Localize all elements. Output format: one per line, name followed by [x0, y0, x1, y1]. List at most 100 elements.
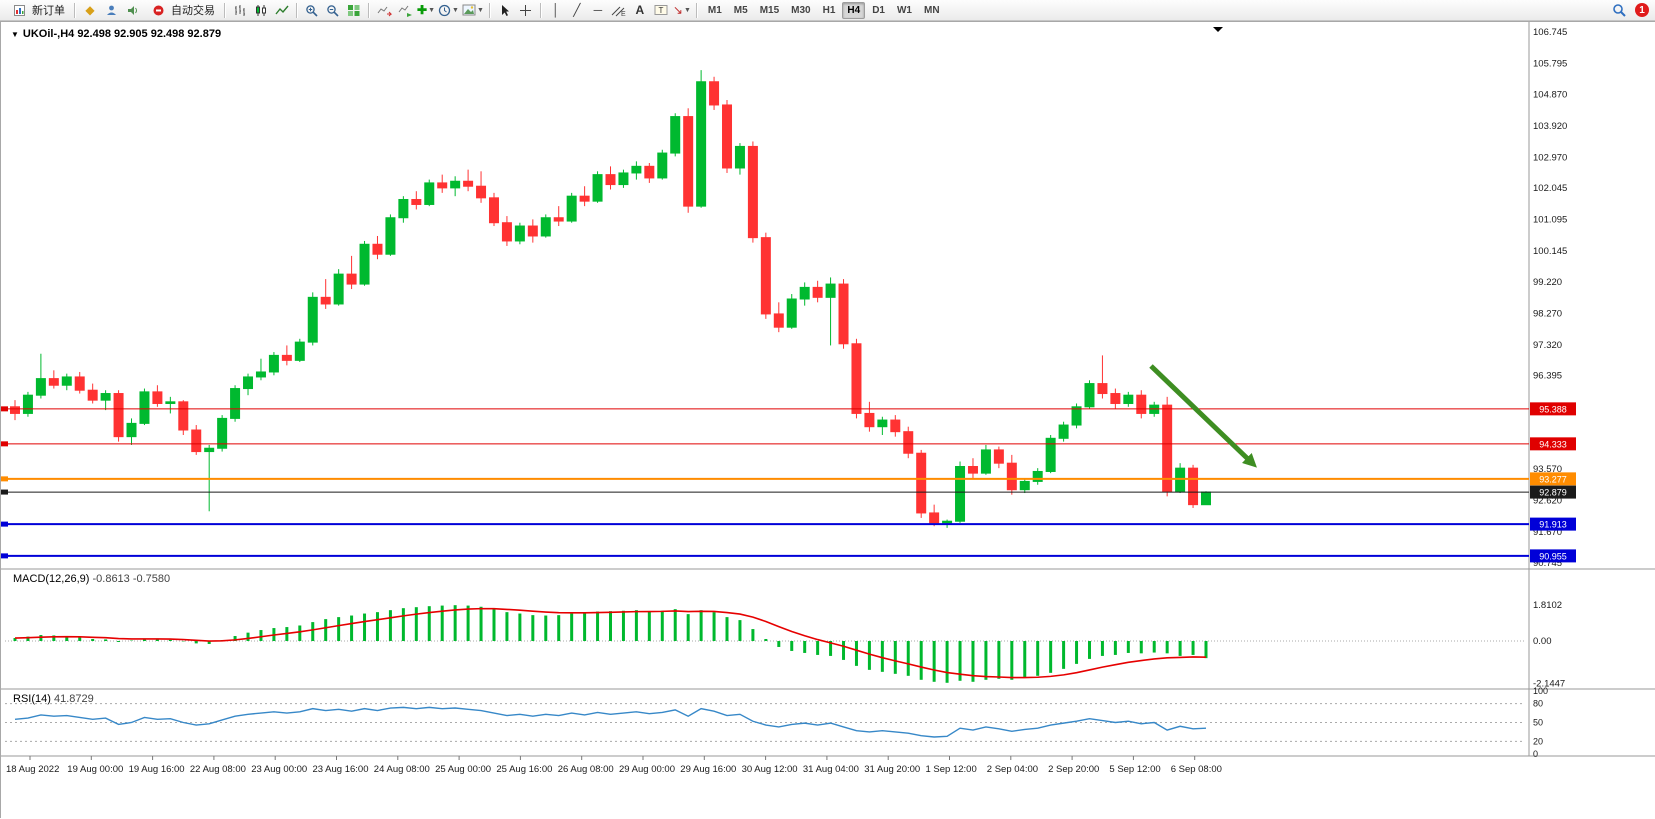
candle: [1084, 383, 1095, 408]
candle: [980, 449, 991, 474]
auto-scroll-icon[interactable]: [395, 0, 415, 20]
timeframe-button-M1[interactable]: M1: [707, 4, 722, 16]
timeframe-button-M30[interactable]: M30: [791, 4, 811, 16]
candle: [191, 429, 202, 453]
candle: [773, 313, 784, 328]
rsi-panel-separator[interactable]: [1, 687, 1655, 692]
favorites-icon[interactable]: ◆: [85, 3, 95, 17]
indicators-icon[interactable]: ✚ ▼: [417, 3, 435, 17]
macd-signal-line: [14, 607, 1207, 679]
chart-shift-icon[interactable]: [374, 0, 394, 20]
search-icon[interactable]: [1609, 0, 1629, 20]
macd-label-row: MACD(12,26,9) -0.8613 -0.7580: [13, 573, 170, 585]
candle: [307, 296, 318, 343]
auto-trading-button[interactable]: 自动交易: [143, 0, 220, 20]
tile-windows-icon[interactable]: [344, 0, 364, 20]
notification-badge[interactable]: 1: [1635, 3, 1649, 17]
periods-caret-icon: ▼: [452, 6, 459, 14]
svg-text:1.8102: 1.8102: [1533, 600, 1562, 611]
timeframe-button-D1[interactable]: D1: [872, 4, 885, 16]
candle: [398, 198, 409, 219]
bar-chart-type-icon[interactable]: [230, 0, 250, 20]
main-toolbar: 新订单 ◆ 自动交易 ✚ ▼ ▼ ▼: [0, 0, 1655, 21]
arrows-tool-icon[interactable]: ↘ ▼: [672, 3, 691, 17]
price-tag-90.955: [1530, 549, 1576, 563]
objects-icon[interactable]: ▼: [461, 0, 485, 20]
candle: [346, 273, 357, 285]
svg-text:24 Aug 08:00: 24 Aug 08:00: [374, 764, 430, 775]
svg-text:E: E: [621, 11, 626, 17]
candle: [230, 388, 241, 419]
candle: [333, 273, 344, 305]
svg-text:25 Aug 16:00: 25 Aug 16:00: [496, 764, 552, 775]
hline-left-marker: [1, 521, 8, 527]
timeframe-button-H1[interactable]: H1: [822, 4, 836, 16]
chart-title-row: ▼ UKOil-,H4 92.498 92.905 92.498 92.879: [11, 28, 221, 40]
candle: [152, 391, 163, 404]
time-scale[interactable]: [1, 756, 1529, 782]
time-axis-labels: 18 Aug 2022 19 Aug 00:00 19 Aug 16:00 22 Au…: [6, 756, 1222, 775]
vertical-line-tool-icon[interactable]: │: [552, 3, 560, 17]
text-tool-icon[interactable]: A: [635, 3, 645, 17]
svg-text:95.388: 95.388: [1539, 404, 1567, 414]
svg-text:30 Aug 12:00: 30 Aug 12:00: [742, 764, 798, 775]
toolbar-separator: [539, 2, 542, 18]
svg-text:5 Sep 12:00: 5 Sep 12:00: [1109, 764, 1160, 775]
periods-clock-icon[interactable]: ▼: [437, 0, 460, 20]
candle: [385, 217, 396, 255]
candle: [734, 145, 745, 169]
candle: [657, 152, 668, 179]
line-chart-type-icon[interactable]: [272, 0, 292, 20]
candle: [942, 520, 953, 524]
hline-left-marker: [1, 489, 8, 495]
candle: [618, 172, 629, 186]
horizontal-line-tool-icon[interactable]: ─: [593, 3, 603, 17]
hline-left-marker: [1, 441, 8, 447]
candle: [916, 452, 927, 514]
svg-text:29 Aug 16:00: 29 Aug 16:00: [680, 764, 736, 775]
candlestick-chart-type-icon[interactable]: [251, 0, 271, 20]
chart-collapse-icon[interactable]: ▼: [11, 30, 19, 39]
trend-arrow[interactable]: [1149, 364, 1257, 468]
candle: [61, 376, 72, 386]
trendline-tool-icon[interactable]: ╱: [573, 3, 581, 17]
equidistant-channel-tool-icon[interactable]: E: [609, 0, 629, 20]
sounds-icon[interactable]: [122, 0, 142, 20]
candle: [1045, 437, 1056, 472]
toolbar-separator: [488, 2, 491, 18]
candle: [553, 217, 564, 222]
timeframe-button-H4[interactable]: H4: [842, 1, 866, 19]
macd-panel-separator[interactable]: [1, 567, 1655, 572]
price-scale[interactable]: [1530, 22, 1655, 760]
timeframe-button-MN[interactable]: MN: [923, 4, 940, 16]
timeframe-button-M15[interactable]: M15: [759, 4, 780, 16]
svg-text:100: 100: [1533, 686, 1548, 696]
timeframe-button-W1[interactable]: W1: [896, 4, 912, 16]
crosshair-icon[interactable]: [516, 0, 536, 20]
svg-text:91.670: 91.670: [1533, 527, 1562, 538]
candle: [696, 81, 707, 207]
svg-text:104.870: 104.870: [1533, 89, 1567, 100]
zoom-out-icon[interactable]: [323, 0, 343, 20]
svg-text:25 Aug 00:00: 25 Aug 00:00: [435, 764, 491, 775]
zoom-in-icon[interactable]: [302, 0, 322, 20]
chart-canvas[interactable]: 106.745 105.795 104.870 103.920 102.970 102.0…: [1, 22, 1655, 819]
candle: [1188, 467, 1199, 506]
timeframe-button-M5[interactable]: M5: [733, 4, 748, 16]
cursor-icon[interactable]: [495, 0, 515, 20]
candle: [1136, 394, 1147, 414]
svg-text:-2.1447: -2.1447: [1533, 679, 1565, 690]
candle: [1201, 491, 1211, 506]
candle: [10, 406, 20, 414]
candle: [890, 419, 901, 433]
candle: [540, 217, 551, 237]
new-order-button[interactable]: 新订单: [4, 0, 70, 20]
candle: [463, 180, 474, 187]
price-tag-94.333: [1530, 437, 1576, 451]
candle: [644, 165, 655, 179]
svg-text:31 Aug 20:00: 31 Aug 20:00: [864, 764, 920, 775]
community-icon[interactable]: [101, 0, 121, 20]
text-label-tool-icon[interactable]: T: [651, 0, 671, 20]
svg-text:93.277: 93.277: [1539, 474, 1567, 484]
candle: [204, 447, 215, 453]
